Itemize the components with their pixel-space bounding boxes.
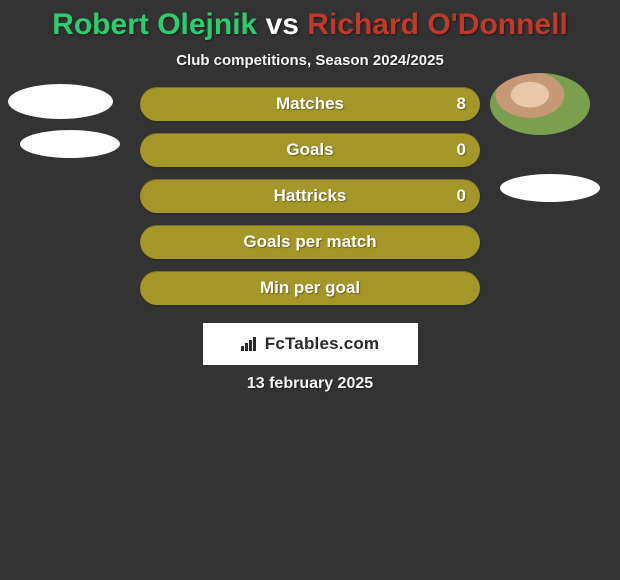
- stat-bar: Hattricks 0: [140, 179, 480, 213]
- stat-label: Goals per match: [140, 225, 480, 259]
- stat-label: Goals: [140, 133, 480, 167]
- logo-box: FcTables.com: [203, 323, 418, 365]
- title: Robert Olejnik vs Richard O'Donnell: [0, 0, 620, 48]
- stat-row: Goals 0: [0, 133, 620, 167]
- stat-value: 0: [457, 133, 466, 167]
- stat-label: Hattricks: [140, 179, 480, 213]
- comparison-card: Robert Olejnik vs Richard O'Donnell Club…: [0, 0, 620, 413]
- stat-row: Min per goal: [0, 271, 620, 305]
- player1-name: Robert Olejnik: [52, 8, 257, 41]
- stat-value: 8: [457, 87, 466, 121]
- stat-value: 0: [457, 179, 466, 213]
- stat-bar: Goals 0: [140, 133, 480, 167]
- player2-name: Richard O'Donnell: [307, 8, 568, 41]
- subtitle: Club competitions, Season 2024/2025: [0, 52, 620, 69]
- stat-bar: Matches 8: [140, 87, 480, 121]
- logo-text: FcTables.com: [265, 334, 380, 354]
- left-placeholder-oval: [8, 84, 113, 119]
- date-text: 13 february 2025: [0, 375, 620, 393]
- stat-bar: Min per goal: [140, 271, 480, 305]
- stat-bar: Goals per match: [140, 225, 480, 259]
- right-placeholder-oval: [500, 174, 600, 202]
- stat-row: Matches 8: [0, 87, 620, 121]
- stat-row: Goals per match: [0, 225, 620, 259]
- stat-row: Hattricks 0: [0, 179, 620, 213]
- stat-label: Matches: [140, 87, 480, 121]
- left-placeholder-oval: [20, 130, 120, 158]
- bars-icon: [241, 337, 259, 351]
- vs-text: vs: [266, 8, 299, 41]
- player-photo: [490, 73, 590, 135]
- stat-label: Min per goal: [140, 271, 480, 305]
